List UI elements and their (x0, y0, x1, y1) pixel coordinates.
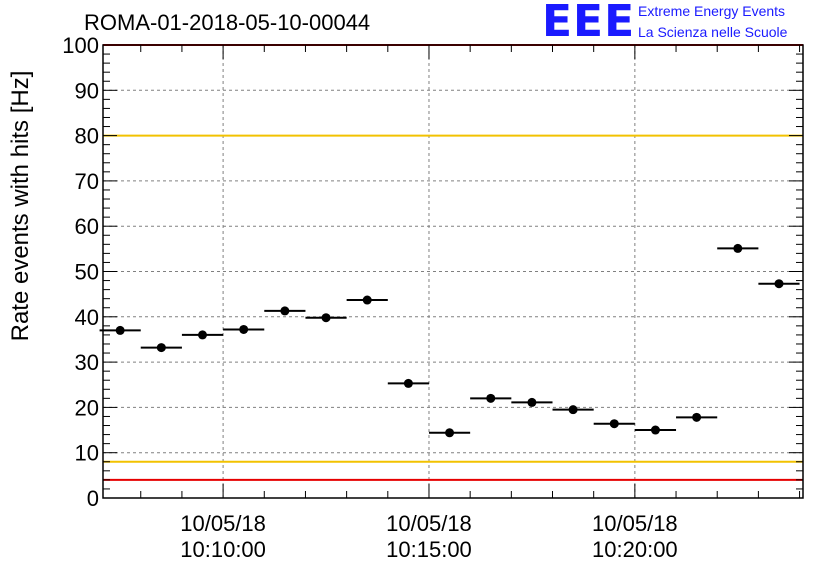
data-point (445, 428, 455, 438)
grid (103, 45, 803, 498)
data-point (280, 306, 290, 316)
data-point (156, 343, 166, 353)
y-tick-label: 0 (87, 486, 99, 511)
y-tick-label: 30 (75, 350, 99, 375)
org-name-line2: La Scienza nelle Scuole (638, 24, 788, 40)
data-point (362, 295, 372, 305)
y-tick-label: 20 (75, 395, 99, 420)
y-tick-label: 40 (75, 305, 99, 330)
x-tick-label-time: 10:15:00 (386, 537, 472, 562)
data-point (609, 419, 619, 429)
y-tick-label: 90 (75, 78, 99, 103)
data-points (99, 243, 800, 438)
data-point (115, 325, 125, 335)
data-point (239, 324, 249, 334)
x-tick-label-date: 10/05/18 (180, 511, 266, 536)
data-point (403, 378, 413, 388)
y-tick-label: 80 (75, 124, 99, 149)
x-tick-label-date: 10/05/18 (592, 511, 678, 536)
data-point (198, 330, 208, 340)
chart-title: ROMA-01-2018-05-10-00044 (84, 10, 371, 35)
y-tick-label: 10 (75, 441, 99, 466)
data-point (568, 405, 578, 415)
x-tick-label-time: 10:20:00 (592, 537, 678, 562)
data-point (692, 412, 702, 422)
y-tick-label: 60 (75, 214, 99, 239)
x-tick-labels: 10/05/1810:10:0010/05/1810:15:0010/05/18… (180, 511, 677, 562)
x-tick-label-date: 10/05/18 (386, 511, 472, 536)
y-tick-labels: 0 10 20 30 40 50 60 70 80 90 100 (62, 33, 99, 511)
y-axis-label: Rate events with hits [Hz] (7, 71, 34, 342)
y-tick-label: 100 (62, 33, 99, 58)
y-tick-label: 70 (75, 169, 99, 194)
x-tick-label-time: 10:10:00 (180, 537, 266, 562)
eee-logo: EEE (542, 0, 636, 47)
data-point (650, 425, 660, 435)
org-name-line1: Extreme Energy Events (638, 3, 786, 19)
data-point (774, 279, 784, 289)
y-tick-label: 50 (75, 260, 99, 285)
data-point (486, 393, 496, 403)
data-point (527, 397, 537, 407)
data-point (733, 243, 743, 253)
axis-ticks (103, 44, 803, 499)
data-point (321, 313, 331, 323)
